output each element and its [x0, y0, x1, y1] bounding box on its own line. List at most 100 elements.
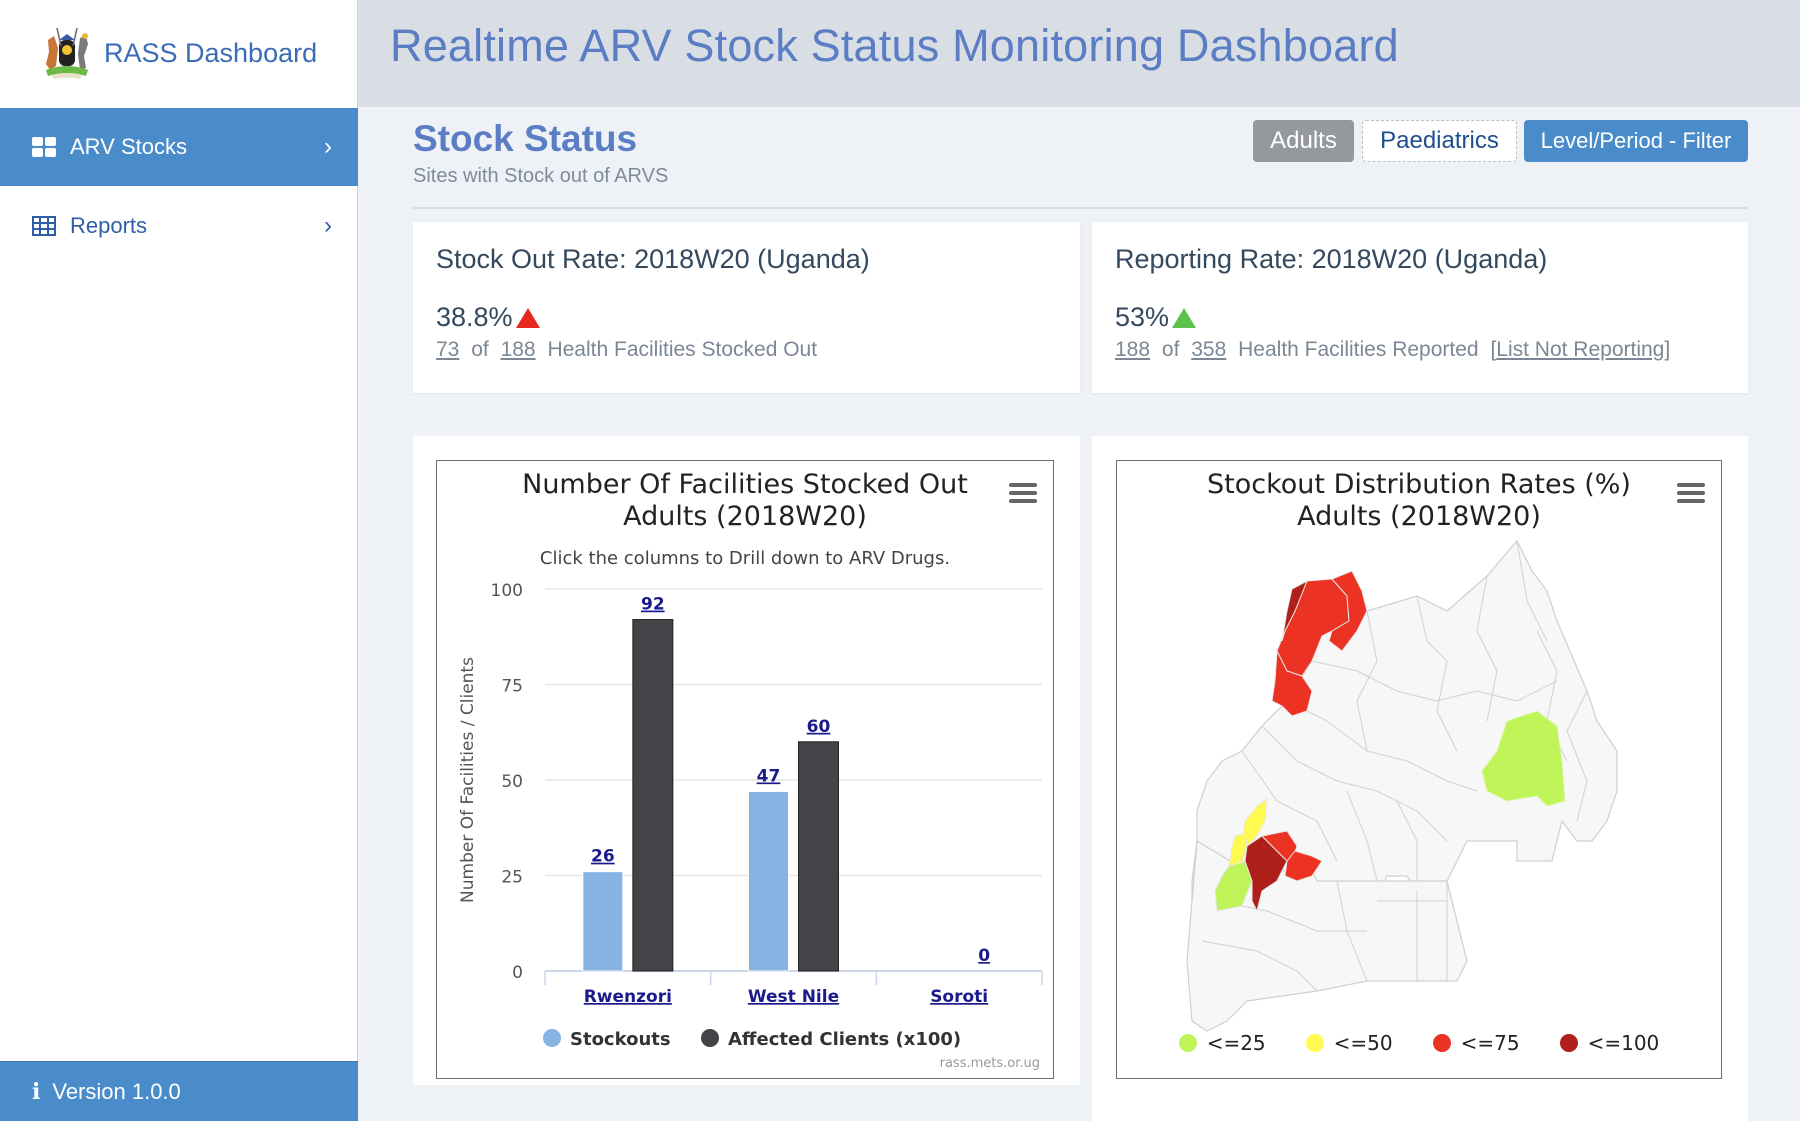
y-tick-label: 0 [512, 963, 523, 983]
paediatrics-toggle-button[interactable]: Paediatrics [1362, 120, 1517, 162]
legend-item-label: <=50 [1333, 1031, 1393, 1055]
map-region-west-nile[interactable] [1271, 570, 1368, 717]
legend-marker [1305, 1034, 1324, 1052]
map-region-rwenzori[interactable] [1214, 797, 1323, 913]
map-title: Stockout Distribution Rates (%) [1207, 469, 1631, 500]
map-svg [1186, 539, 1618, 1032]
grid-icon [32, 137, 56, 157]
version-footer: i Version 1.0.0 [0, 1061, 358, 1121]
bar-affected-clients[interactable] [798, 741, 839, 972]
data-label[interactable]: 92 [641, 595, 665, 615]
map-menu-icon[interactable] [1677, 483, 1705, 505]
map-title-line2: Adults (2018W20) [1297, 501, 1541, 532]
page-title: Stock Status [413, 118, 638, 159]
adults-toggle-button[interactable]: Adults [1253, 120, 1354, 162]
region-stockout-25[interactable] [1481, 710, 1566, 807]
region-stockout-100[interactable] [1281, 579, 1308, 642]
region-stockout-75[interactable] [1271, 649, 1313, 717]
region-stockout-75[interactable] [1328, 570, 1368, 652]
sidebar-item-arv-stocks[interactable]: ARV Stocks › [0, 108, 358, 186]
card-title: Stock Out Rate: 2018W20 (Uganda) [436, 244, 870, 274]
top-header: Realtime ARV Stock Status Monitoring Das… [358, 0, 1800, 107]
stocked-out-count-link[interactable]: 73 [436, 338, 460, 361]
bar-chart-panel: Number Of Facilities Stocked Out Adults … [413, 436, 1080, 1085]
data-label[interactable]: 60 [807, 717, 831, 737]
y-axis-title: Number Of Facilities / Clients [458, 657, 478, 903]
bar-stockouts[interactable] [748, 790, 789, 972]
sidebar-item-label: ARV Stocks [70, 134, 187, 159]
sidebar-item-label: Reports [70, 213, 148, 238]
app-title: Realtime ARV Stock Status Monitoring Das… [390, 20, 1399, 71]
map-legend-item[interactable]: <=75 [1432, 1031, 1520, 1055]
card-title: Reporting Rate: 2018W20 (Uganda) [1115, 244, 1548, 274]
chart-credits[interactable]: rass.mets.or.ug [940, 1056, 1040, 1071]
bar-chart-container: Number Of Facilities Stocked Out Adults … [436, 460, 1054, 1079]
brand[interactable]: RASS Dashboard [0, 0, 358, 107]
map-panel: Stockout Distribution Rates (%) Adults (… [1092, 436, 1748, 1121]
legend-marker [1559, 1034, 1578, 1052]
list-not-reporting-link[interactable]: List Not Reporting [1496, 338, 1665, 361]
data-label[interactable]: 47 [757, 766, 781, 786]
version-label: Version 1.0.0 [52, 1078, 181, 1104]
chart-menu-icon[interactable] [1009, 483, 1037, 505]
level-period-filter-button[interactable]: Level/Period - Filter [1524, 120, 1748, 162]
region-stockout-50[interactable] [1241, 797, 1268, 847]
y-tick-label: 25 [501, 868, 523, 888]
map-chart-container: Stockout Distribution Rates (%) Adults (… [1116, 460, 1722, 1079]
legend-item-label: <=25 [1206, 1031, 1266, 1055]
brand-title: RASS Dashboard [104, 38, 318, 68]
chart-title: Number Of Facilities Stocked Out [522, 469, 968, 500]
chart-subtitle: Click the columns to Drill down to ARV D… [539, 548, 951, 569]
reported-count-link[interactable]: 188 [1115, 338, 1151, 361]
page-subtitle: Sites with Stock out of ARVS [413, 165, 669, 187]
rate-value: 38.8% [436, 302, 513, 332]
info-icon: i [32, 1078, 41, 1105]
bracket-close: ] [1664, 338, 1671, 361]
trend-up-icon [1172, 307, 1197, 328]
x-category-label[interactable]: Soroti [930, 987, 988, 1007]
legend-marker[interactable] [543, 1029, 561, 1047]
map-legend-item[interactable]: <=100 [1559, 1031, 1659, 1055]
legend-item-label[interactable]: Stockouts [570, 1029, 671, 1050]
sidebar-item-reports[interactable]: Reports › [0, 187, 358, 265]
chevron-right-icon: › [324, 212, 332, 239]
trend-up-icon [515, 307, 540, 328]
x-category-label[interactable]: West Nile [748, 987, 839, 1007]
map-legend-item[interactable]: <=25 [1178, 1031, 1266, 1055]
legend-marker [1432, 1034, 1451, 1052]
table-icon [32, 216, 56, 236]
reporting-rate-card: Reporting Rate: 2018W20 (Uganda) 53% 188… [1092, 222, 1748, 393]
stockout-rate-card: Stock Out Rate: 2018W20 (Uganda) 38.8% 7… [413, 222, 1080, 393]
legend-marker [1178, 1034, 1197, 1052]
rate-value: 53% [1115, 302, 1170, 332]
legend-item-label: <=75 [1460, 1031, 1520, 1055]
of-text: of [471, 338, 489, 361]
chart-title-line2: Adults (2018W20) [623, 501, 867, 532]
data-label[interactable]: 26 [591, 847, 615, 867]
map-legend: <=25 <=50 <=75 <=100 [1117, 1031, 1721, 1055]
legend-marker[interactable] [701, 1029, 719, 1047]
map-base-region [1191, 539, 1618, 942]
y-tick-label: 50 [501, 772, 523, 792]
total-facilities-link[interactable]: 188 [500, 338, 536, 361]
reporting-rate-value: 53% [1115, 302, 1197, 333]
uganda-coat-of-arms-icon [46, 27, 88, 79]
region-stockout-75[interactable] [1284, 850, 1323, 882]
bracket-open: [ [1490, 338, 1497, 361]
legend-item-label[interactable]: Affected Clients (x100) [728, 1029, 961, 1050]
y-tick-label: 75 [501, 677, 523, 697]
map-legend-item[interactable]: <=50 [1305, 1031, 1393, 1055]
total-facilities-link[interactable]: 358 [1191, 338, 1227, 361]
stockout-detail: 73 of 188 Health Facilities Stocked Out [436, 338, 823, 362]
reporting-detail: 188 of 358 Health Facilities Reported [L… [1115, 338, 1670, 362]
divider [413, 207, 1748, 209]
bar-affected-clients[interactable] [632, 619, 674, 972]
bar-stockouts[interactable] [582, 871, 624, 972]
chevron-right-icon: › [324, 133, 332, 160]
sidebar: RASS Dashboard ARV Stocks › Reports › i … [0, 0, 358, 1121]
y-tick-label: 100 [491, 581, 523, 601]
x-category-label[interactable]: Rwenzori [584, 987, 672, 1007]
of-text: of [1161, 338, 1180, 361]
map-region-soroti[interactable] [1481, 710, 1566, 807]
data-label[interactable]: 0 [978, 946, 990, 966]
